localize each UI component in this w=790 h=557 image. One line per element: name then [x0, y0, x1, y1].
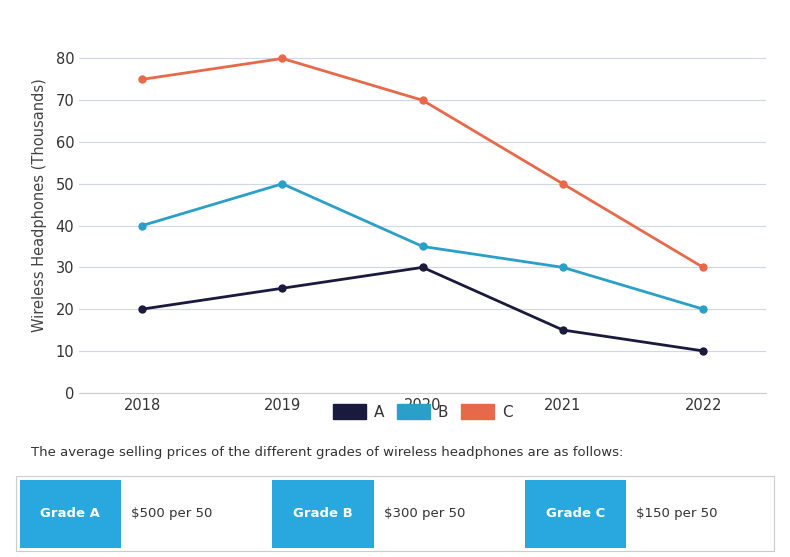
C — [698, 264, 708, 271]
Legend: A, B, C: A, B, C — [333, 404, 513, 420]
Bar — [20, 480, 121, 548]
Line: B: B — [139, 180, 706, 312]
C — [277, 55, 287, 62]
A — [698, 348, 708, 354]
Text: The average selling prices of the different grades of wireless headphones are as: The average selling prices of the differ… — [31, 446, 623, 459]
Bar — [273, 480, 374, 548]
Text: Grade B: Grade B — [293, 507, 353, 520]
C — [137, 76, 147, 82]
A — [137, 306, 147, 312]
B — [698, 306, 708, 312]
B — [137, 222, 147, 229]
B — [418, 243, 427, 250]
Text: Grade C: Grade C — [546, 507, 605, 520]
B — [559, 264, 568, 271]
Bar — [525, 480, 626, 548]
Text: $500 per 50: $500 per 50 — [131, 507, 213, 520]
A — [559, 326, 568, 333]
C — [418, 97, 427, 104]
Line: A: A — [139, 264, 706, 354]
B — [277, 180, 287, 187]
C — [559, 180, 568, 187]
A — [418, 264, 427, 271]
Y-axis label: Wireless Headphones (Thousands): Wireless Headphones (Thousands) — [32, 78, 47, 331]
Text: $300 per 50: $300 per 50 — [384, 507, 465, 520]
Line: C: C — [139, 55, 706, 271]
Text: Grade A: Grade A — [40, 507, 100, 520]
A — [277, 285, 287, 292]
Text: $150 per 50: $150 per 50 — [637, 507, 718, 520]
